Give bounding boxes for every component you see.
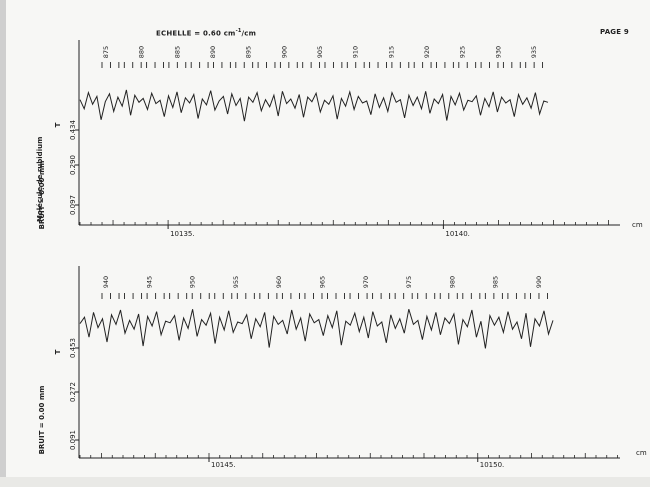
panel1-line-number: 885 (173, 46, 181, 58)
panel1-y-tick-label: 0.097 (69, 195, 77, 215)
panel1-line-number: 915 (387, 46, 395, 58)
panel2-noise-label: BRUIT = 0.00 mm (38, 386, 46, 455)
panel2-line-number: 990 (535, 276, 543, 288)
panel2-line-number: 965 (319, 276, 327, 288)
panel2-x-tick-label: 10145. (211, 461, 236, 469)
panel1-spectrum-trace (79, 89, 549, 122)
scale-exponent: -1 (235, 28, 242, 34)
panel2-line-number: 950 (189, 276, 197, 288)
panel1-x-tick-label: 10135. (170, 230, 195, 238)
page-bottom-edge (0, 477, 650, 487)
panel2-x-tick-label: 10150. (480, 461, 505, 469)
panel2-line-number: 960 (275, 276, 283, 288)
panel1-line-number: 925 (459, 46, 467, 58)
panel2-line-number: 940 (102, 276, 110, 288)
panel1-line-number: 890 (209, 46, 217, 58)
panel1-line-number: 895 (245, 46, 253, 58)
panel1-line-number: 930 (494, 46, 502, 58)
panel1-line-number: 920 (423, 46, 431, 58)
panel2-line-number: 980 (448, 276, 456, 288)
panel1-trans-label: T (54, 122, 62, 127)
panel1-line-number: 905 (316, 46, 324, 58)
panel1-line-number: 875 (102, 46, 110, 58)
panel2-line-number: 945 (145, 276, 153, 288)
panel2-y-tick-label: 0.453 (69, 338, 77, 358)
panel1-line-number: 935 (530, 46, 538, 58)
panel2-line-number: 975 (405, 276, 413, 288)
panel1-noise-label: BRUIT = 0.00 mm (38, 161, 46, 230)
panel1-y-tick-label: 0.290 (69, 155, 77, 175)
panel2-y-tick-label: 0.272 (69, 382, 77, 402)
panel2-line-number: 955 (232, 276, 240, 288)
panel1-x-tick-label: 10140. (445, 230, 470, 238)
panel1-line-number: 880 (138, 46, 146, 58)
page-number: PAGE 9 (600, 28, 629, 36)
scale-unit: /cm (241, 29, 257, 38)
panel1-line-number: 910 (352, 46, 360, 58)
panel1-x-unit-label: cm (632, 221, 643, 229)
panel2-line-number: 985 (492, 276, 500, 288)
panel2-trans-label: T (54, 349, 62, 354)
scale-label: ECHELLE = 0.60 cm-1/cm (156, 28, 256, 37)
panel2-x-unit-label: cm (636, 449, 647, 457)
page-edge-shadow (0, 0, 6, 487)
panel2-spectrum-trace (79, 309, 554, 349)
panel1-y-tick-label: 0.434 (69, 119, 77, 140)
panel2-line-number: 970 (362, 276, 370, 288)
panel1-line-number: 900 (280, 46, 288, 58)
panel2-y-tick-label: 0.091 (69, 430, 77, 450)
scale-text: ECHELLE = 0.60 cm (156, 29, 236, 38)
